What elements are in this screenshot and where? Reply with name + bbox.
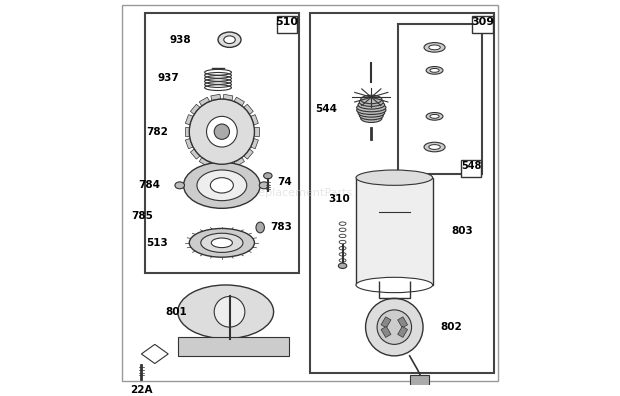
Ellipse shape <box>210 178 233 193</box>
Text: ©ReplacementParts.com: ©ReplacementParts.com <box>240 188 380 198</box>
FancyBboxPatch shape <box>472 16 493 33</box>
Ellipse shape <box>361 95 382 104</box>
Polygon shape <box>223 94 233 101</box>
Ellipse shape <box>426 112 443 120</box>
Bar <box>381 317 391 328</box>
Polygon shape <box>244 104 254 114</box>
Ellipse shape <box>356 170 433 185</box>
Text: 548: 548 <box>461 161 481 171</box>
Polygon shape <box>199 97 210 106</box>
Ellipse shape <box>259 182 269 189</box>
Polygon shape <box>185 115 193 125</box>
Ellipse shape <box>430 114 439 118</box>
Text: 803: 803 <box>452 227 474 236</box>
Bar <box>145 13 298 274</box>
Polygon shape <box>199 158 210 166</box>
Text: 938: 938 <box>170 35 191 45</box>
Ellipse shape <box>339 263 347 268</box>
Text: 22A: 22A <box>130 385 153 394</box>
Ellipse shape <box>201 233 243 252</box>
Ellipse shape <box>361 114 382 122</box>
Ellipse shape <box>429 45 440 50</box>
Ellipse shape <box>360 98 383 107</box>
Circle shape <box>366 299 423 356</box>
Text: 510: 510 <box>275 17 298 27</box>
Polygon shape <box>234 97 244 106</box>
Ellipse shape <box>184 162 260 208</box>
Polygon shape <box>190 104 200 114</box>
Ellipse shape <box>264 173 272 179</box>
Bar <box>397 317 407 328</box>
Polygon shape <box>185 139 193 149</box>
Ellipse shape <box>356 103 386 112</box>
Bar <box>410 375 429 386</box>
Circle shape <box>214 124 229 139</box>
Ellipse shape <box>256 222 264 233</box>
Ellipse shape <box>360 111 383 120</box>
Ellipse shape <box>175 182 185 189</box>
Ellipse shape <box>430 69 439 72</box>
Polygon shape <box>211 94 221 101</box>
Ellipse shape <box>356 277 433 293</box>
Ellipse shape <box>211 238 232 248</box>
Text: 74: 74 <box>277 177 292 187</box>
Ellipse shape <box>189 228 254 257</box>
Text: 310: 310 <box>328 194 350 204</box>
Polygon shape <box>254 127 259 136</box>
Ellipse shape <box>197 170 247 201</box>
Bar <box>381 326 391 337</box>
Ellipse shape <box>429 145 440 149</box>
FancyBboxPatch shape <box>277 16 298 33</box>
Bar <box>397 326 407 337</box>
Ellipse shape <box>356 106 386 114</box>
Text: 785: 785 <box>131 211 153 221</box>
Text: 784: 784 <box>138 180 161 190</box>
Circle shape <box>206 116 237 147</box>
Polygon shape <box>211 163 221 169</box>
Text: 309: 309 <box>471 17 494 27</box>
Polygon shape <box>190 149 200 159</box>
Bar <box>310 13 494 373</box>
Ellipse shape <box>426 67 443 74</box>
Text: 937: 937 <box>158 73 180 83</box>
Polygon shape <box>141 345 168 364</box>
Ellipse shape <box>358 109 384 117</box>
FancyBboxPatch shape <box>178 337 289 356</box>
Text: 783: 783 <box>270 223 291 232</box>
Polygon shape <box>251 139 259 149</box>
Ellipse shape <box>424 43 445 52</box>
Bar <box>398 25 482 174</box>
Circle shape <box>377 310 412 345</box>
Ellipse shape <box>224 36 235 44</box>
Polygon shape <box>251 115 259 125</box>
FancyBboxPatch shape <box>461 160 481 177</box>
Text: 782: 782 <box>146 127 168 137</box>
Circle shape <box>189 99 254 164</box>
Bar <box>356 178 433 285</box>
Ellipse shape <box>424 142 445 152</box>
Ellipse shape <box>178 285 273 339</box>
Text: 544: 544 <box>315 104 337 114</box>
Text: 801: 801 <box>166 307 187 317</box>
Polygon shape <box>244 149 254 159</box>
Circle shape <box>214 297 245 327</box>
Polygon shape <box>234 158 244 166</box>
Ellipse shape <box>358 101 384 109</box>
Polygon shape <box>223 163 233 169</box>
Ellipse shape <box>218 32 241 48</box>
Text: 513: 513 <box>146 238 168 248</box>
Polygon shape <box>185 127 189 136</box>
Text: 802: 802 <box>440 322 462 332</box>
